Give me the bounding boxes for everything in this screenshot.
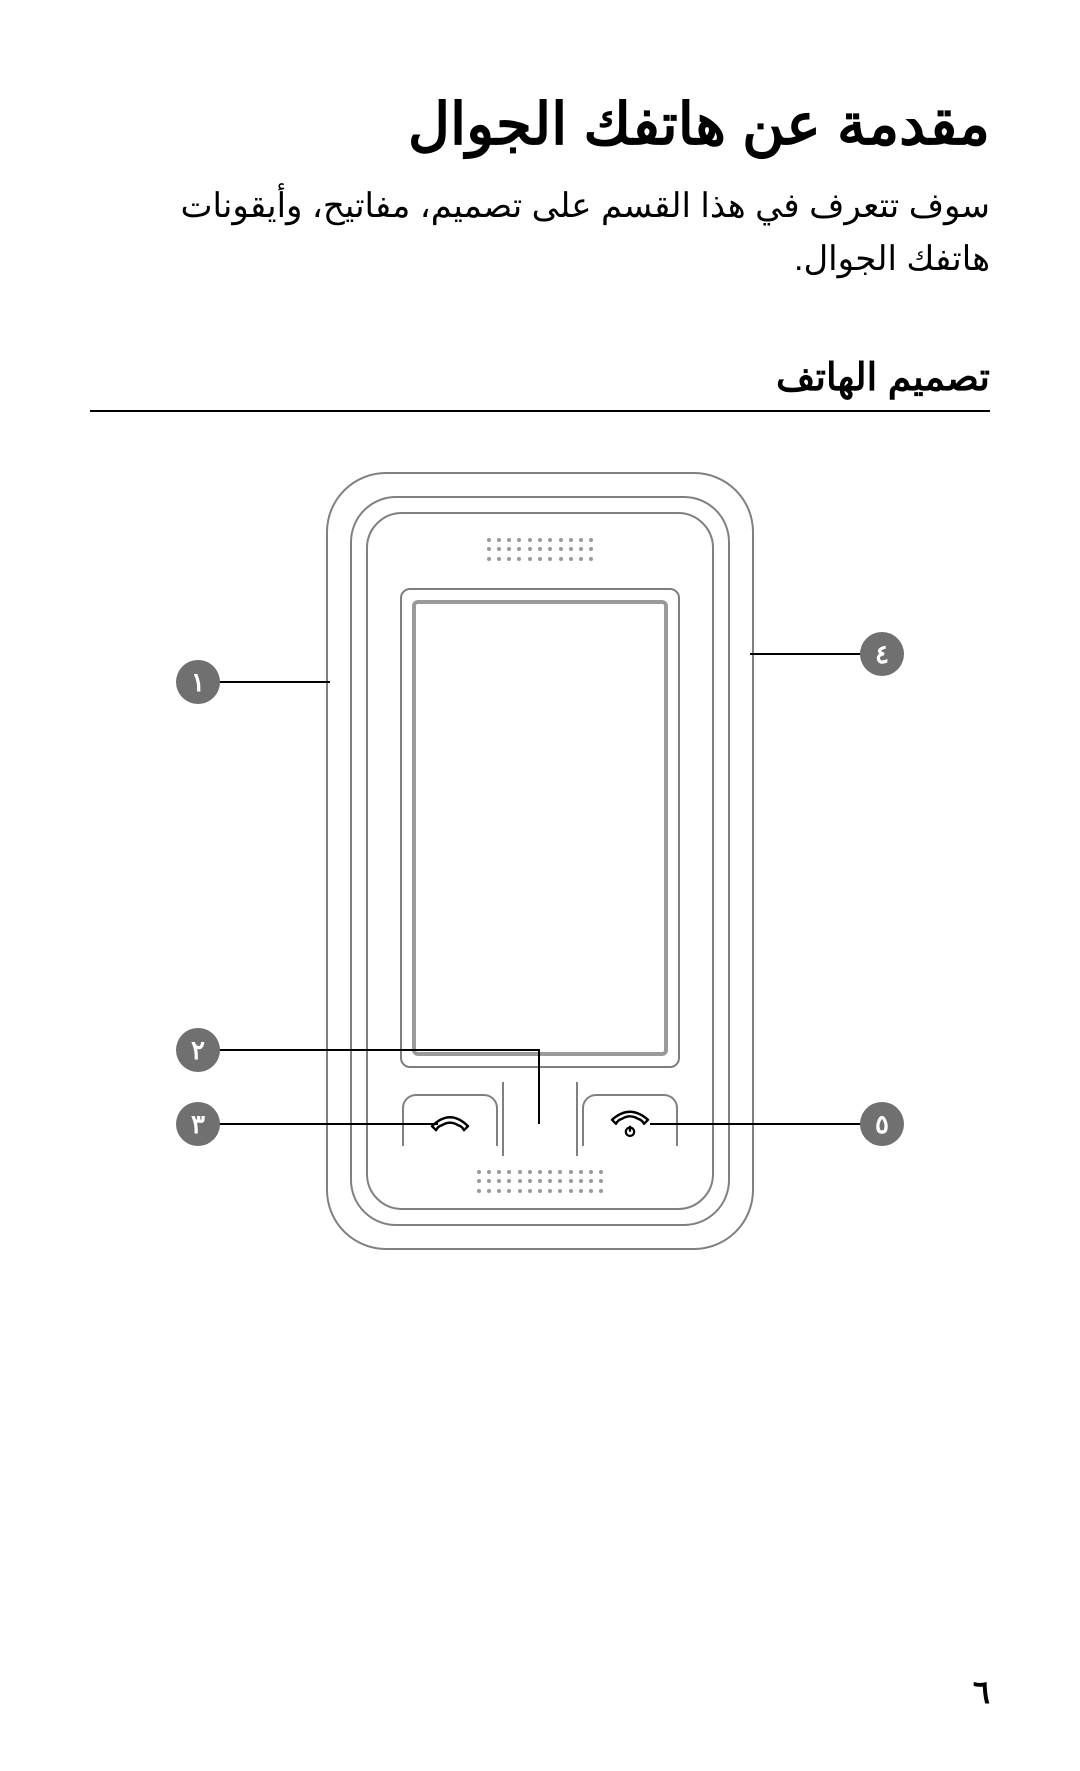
leader-line — [218, 681, 330, 683]
phone-outer-body — [326, 472, 754, 1250]
microphone-grille-icon — [475, 1168, 605, 1194]
end-power-key — [582, 1094, 678, 1146]
screen-glass — [412, 600, 668, 1056]
callout-1: ١ — [176, 660, 220, 704]
callout-2: ٢ — [176, 1028, 220, 1072]
end-handset-icon — [608, 1110, 652, 1138]
earpiece-speaker-icon — [485, 536, 595, 562]
leader-line — [218, 1049, 540, 1051]
intro-paragraph: سوف تتعرف في هذا القسم على تصميم، مفاتيح… — [90, 180, 990, 285]
callout-5: ٥ — [860, 1102, 904, 1146]
callout-3: ٣ — [176, 1102, 220, 1146]
callout-4: ٤ — [860, 632, 904, 676]
screen-bezel — [400, 588, 680, 1068]
center-key-area — [502, 1082, 578, 1156]
page-number: ٦ — [973, 1673, 990, 1711]
phone-mid-frame — [350, 496, 730, 1226]
call-key — [402, 1094, 498, 1146]
section-heading: تصميم الهاتف — [90, 355, 990, 412]
leader-line — [218, 1123, 438, 1125]
page-title: مقدمة عن هاتفك الجوال — [90, 90, 990, 158]
phone-diagram: ١ ٢ ٣ ٤ ٥ — [90, 472, 990, 1372]
button-row — [402, 1094, 678, 1152]
leader-line — [650, 1123, 864, 1125]
leader-line — [750, 653, 864, 655]
leader-line — [538, 1049, 540, 1124]
phone-inner-frame — [366, 512, 714, 1210]
